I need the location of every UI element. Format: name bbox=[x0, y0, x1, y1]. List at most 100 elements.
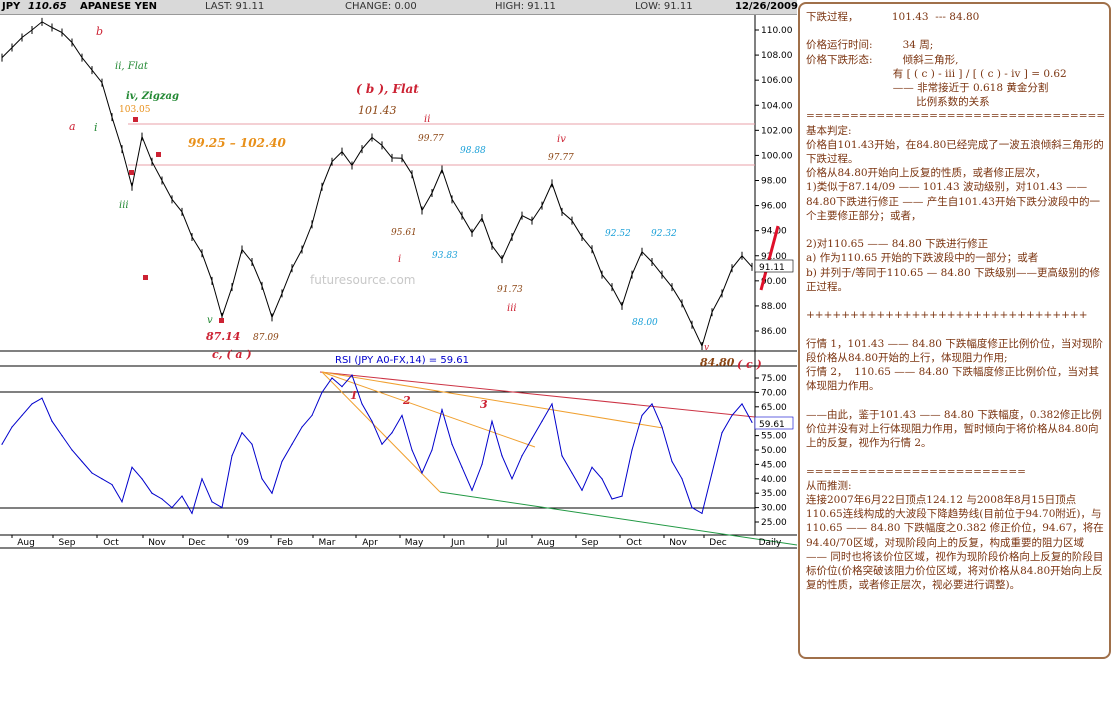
high-price: HIGH: 91.11 bbox=[495, 1, 556, 12]
rsi-point bbox=[401, 414, 403, 417]
rsi-fan-line bbox=[321, 371, 536, 448]
x-tick-label: Sep bbox=[59, 538, 76, 548]
value-label-9173: 91.73 bbox=[497, 285, 523, 295]
rsi-title: RSI (JPY A0-FX,14) = 59.61 bbox=[335, 355, 469, 366]
value-label-8800: 88.00 bbox=[632, 318, 658, 328]
rsi-tick-label: 30.00 bbox=[761, 504, 787, 514]
rsi-point bbox=[171, 507, 173, 509]
level-label-103: 103.05 bbox=[119, 105, 151, 115]
note-line bbox=[806, 450, 1105, 464]
rsi-tick-label: 25.00 bbox=[761, 518, 787, 528]
rsi-point bbox=[431, 449, 433, 451]
rsi-point bbox=[711, 472, 713, 474]
change: CHANGE: 0.00 bbox=[345, 1, 417, 12]
x-tick-label: Daily bbox=[759, 538, 782, 548]
rsi-fan-line bbox=[321, 371, 664, 429]
rsi-point bbox=[471, 489, 473, 491]
quote-date: 12/26/2009 bbox=[735, 1, 798, 12]
note-line: 下跌过程， 101.43 --- 84.80 bbox=[806, 11, 980, 23]
symbol: JPY bbox=[2, 1, 21, 12]
rsi-last-value: 59.61 bbox=[759, 420, 785, 430]
rsi-point bbox=[701, 512, 703, 514]
rsi-point bbox=[361, 403, 363, 405]
rsi-point bbox=[721, 432, 723, 434]
x-tick-label: May bbox=[405, 538, 424, 548]
value-label-9232: 92.32 bbox=[651, 229, 677, 239]
chart-svg: 110.00 108.00 106.00 104.00 102.00 100.00 98.0… bbox=[0, 15, 797, 549]
rsi-point bbox=[131, 466, 133, 468]
rsi-point bbox=[61, 435, 63, 437]
quote-header-bar: JPY 110.65 APANESE YEN LAST: 91.11 CHANG… bbox=[0, 0, 798, 15]
rsi-point bbox=[581, 489, 583, 491]
wave-label-sub-iv: iv bbox=[557, 134, 566, 145]
note-line: 连接2007年6月22日顶点124.12 与2008年8月15日顶点110.65… bbox=[806, 493, 1104, 592]
marker-square bbox=[156, 152, 161, 157]
rsi-point bbox=[91, 472, 93, 474]
watermark: futuresource.com bbox=[310, 273, 416, 287]
rsi-point bbox=[421, 472, 423, 474]
note-line: 1)类似于87.14/09 —— 101.43 波动级别，对101.43 —— … bbox=[806, 181, 1100, 222]
note-line: 有 [ ( c ) - iii ] / [ ( c ) - iv ] = 0.6… bbox=[806, 67, 1067, 80]
rsi-point bbox=[651, 403, 653, 405]
rsi-axis: 75.0070.0065.0060.0055.0050.0045.0040.00… bbox=[755, 374, 787, 528]
note-line: ++++++++++++++++++++++++++++++++ bbox=[806, 309, 1088, 322]
note-line: 价格自101.43开始，在84.80已经完成了一波五浪倾斜三角形的下跌过程。 bbox=[806, 138, 1104, 166]
rsi-point bbox=[141, 478, 143, 480]
price-panel bbox=[0, 15, 755, 351]
rsi-point bbox=[221, 507, 223, 509]
rsi-point bbox=[371, 420, 373, 422]
wave-label-c-a: c, ( a ) bbox=[212, 348, 252, 361]
low-label-8709: 87.09 bbox=[253, 333, 279, 343]
wave-label-c: ( c ) bbox=[737, 358, 762, 371]
rsi-point bbox=[571, 472, 573, 474]
note-line: 价格下跌形态: 倾斜三角形, bbox=[806, 53, 959, 66]
price-tick-label: 108.00 bbox=[761, 51, 793, 61]
rsi-point bbox=[1, 443, 3, 445]
rsi-last-box bbox=[754, 416, 794, 430]
wave-label-iii: iii bbox=[119, 200, 129, 211]
price-tick-label: 100.00 bbox=[761, 151, 793, 161]
x-axis: Aug Sep Oct Nov Dec '09 Feb Mar Apr May Jun Jul Aug S… bbox=[11, 535, 782, 548]
rsi-point bbox=[391, 432, 393, 434]
marker-square bbox=[219, 318, 224, 323]
note-line: —— 非常接近于 0.618 黄金分割 bbox=[806, 82, 1049, 95]
x-tick-label: Nov bbox=[148, 538, 166, 548]
price-tick-label: 96.00 bbox=[761, 202, 787, 212]
rsi-tick-label: 45.00 bbox=[761, 460, 787, 470]
rsi-point bbox=[631, 449, 633, 451]
note-line: 基本判定: bbox=[806, 124, 852, 137]
x-tick-label: Aug bbox=[17, 538, 35, 548]
instrument-name: APANESE YEN bbox=[80, 1, 158, 12]
rsi-point bbox=[271, 492, 273, 494]
rsi-fan-label-2: 2 bbox=[402, 394, 411, 407]
wave-label-v: v bbox=[207, 315, 213, 326]
wave-label-a: a bbox=[69, 120, 76, 133]
x-tick-label: Feb bbox=[277, 538, 293, 548]
rsi-point bbox=[191, 512, 193, 514]
price-points bbox=[1, 17, 753, 351]
x-tick-label: Mar bbox=[319, 538, 336, 548]
rsi-point bbox=[211, 501, 213, 503]
analysis-notes-panel: 下跌过程， 101.43 --- 84.80 价格运行时间: 34 周; 价格下跌… bbox=[798, 2, 1111, 659]
low-label-8714: 87.14 bbox=[206, 330, 240, 343]
rsi-point bbox=[351, 374, 353, 376]
rsi-point bbox=[241, 432, 243, 434]
rsi-point bbox=[321, 391, 323, 393]
rsi-fan-line bbox=[321, 371, 441, 493]
x-tick-label: Aug bbox=[537, 538, 555, 548]
rsi-tick-label: 55.00 bbox=[761, 432, 787, 442]
rsi-point bbox=[411, 449, 413, 451]
rsi-point bbox=[611, 498, 613, 500]
x-tick-label: Sep bbox=[582, 538, 599, 548]
note-line: 行情 1，101.43 —— 84.80 下跌幅度修正比例价位，当对现阶段价格从… bbox=[806, 337, 1103, 364]
price-tick-label: 102.00 bbox=[761, 126, 793, 136]
rsi-point bbox=[81, 460, 83, 463]
marker-square bbox=[143, 275, 148, 280]
note-line bbox=[806, 24, 1105, 38]
wave-label-sub-iii: iii bbox=[507, 303, 517, 314]
rsi-point bbox=[331, 377, 333, 379]
rsi-point bbox=[261, 478, 263, 480]
rsi-point bbox=[751, 421, 753, 423]
x-tick-label: Nov bbox=[669, 538, 687, 548]
note-line: 从而推测: bbox=[806, 479, 852, 492]
